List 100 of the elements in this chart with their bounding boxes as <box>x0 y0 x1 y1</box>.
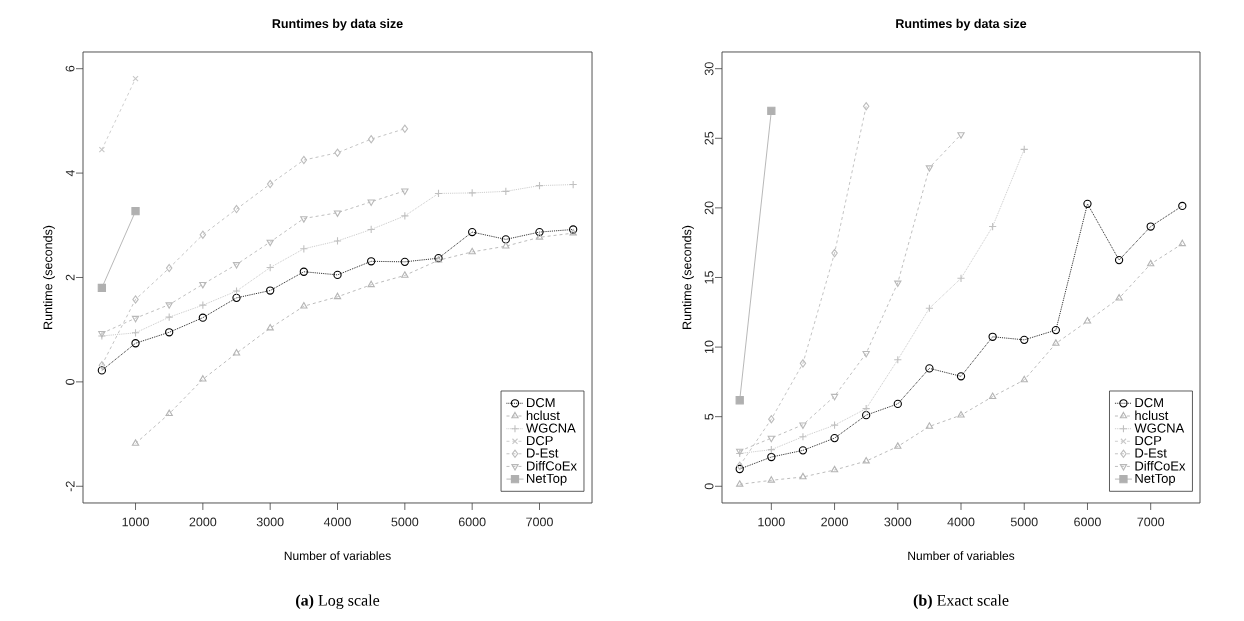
point <box>767 435 775 443</box>
y-tick-label: -2 <box>65 481 75 492</box>
text: (b) Exact scale <box>913 594 1009 610</box>
point <box>956 372 966 381</box>
point <box>894 280 902 288</box>
point <box>925 422 934 429</box>
point <box>862 351 870 358</box>
point <box>831 248 838 258</box>
point <box>367 135 375 144</box>
point <box>367 257 376 266</box>
point <box>232 286 241 296</box>
point <box>165 302 173 309</box>
point <box>1083 199 1092 208</box>
point <box>830 393 839 401</box>
point <box>1115 294 1123 301</box>
point <box>736 461 743 470</box>
point <box>199 281 207 289</box>
point <box>300 155 308 165</box>
point <box>333 292 342 300</box>
point <box>767 476 775 483</box>
point <box>767 106 776 116</box>
point <box>957 132 965 139</box>
point <box>401 124 409 133</box>
point <box>1114 255 1124 265</box>
legend-label: DCP <box>527 436 553 446</box>
point <box>266 286 275 295</box>
point <box>233 204 240 214</box>
point <box>333 210 342 217</box>
point <box>925 364 934 373</box>
point <box>735 396 744 405</box>
point <box>799 359 807 368</box>
point <box>165 409 173 417</box>
point <box>798 446 808 455</box>
point <box>956 274 966 283</box>
y-tick-label: 20 <box>704 201 714 215</box>
point <box>502 242 510 249</box>
y-tick-label: 30 <box>704 62 714 76</box>
x-tick-label: 6000 <box>458 517 486 527</box>
point <box>232 349 241 356</box>
point <box>468 227 477 237</box>
y-tick-label: 15 <box>704 271 714 284</box>
legend-label: D-Est <box>527 448 559 458</box>
point <box>97 366 107 375</box>
point <box>300 216 308 223</box>
point <box>1051 325 1060 335</box>
point <box>131 207 140 216</box>
y-tick-label: 25 <box>704 131 714 145</box>
point <box>400 257 409 266</box>
legend-label: WGCNA <box>526 423 576 433</box>
point <box>535 233 544 240</box>
point <box>468 188 477 198</box>
x-tick-label: 4000 <box>947 517 975 527</box>
chart-title: Runtimes by data size <box>896 18 1027 31</box>
point <box>957 411 965 418</box>
point <box>266 179 274 189</box>
y-tick-label: 0 <box>65 378 75 385</box>
point <box>333 270 342 280</box>
point <box>367 199 375 206</box>
point <box>830 465 839 473</box>
point <box>925 165 934 172</box>
y-tick-label: 4 <box>65 169 75 177</box>
point <box>1178 239 1186 247</box>
point <box>165 263 173 273</box>
point <box>198 301 207 310</box>
x-axis-title: Number of variables <box>284 551 391 561</box>
point <box>334 148 341 157</box>
point <box>799 472 807 480</box>
point <box>266 239 274 247</box>
point <box>1146 222 1155 231</box>
legend-label: DiffCoEx <box>527 460 577 471</box>
legend-label: DCP <box>1135 436 1162 446</box>
x-tick-label: 2000 <box>189 517 217 527</box>
point <box>1147 259 1155 267</box>
x-tick-label: 7000 <box>526 517 553 527</box>
point <box>198 313 207 322</box>
point <box>862 102 870 111</box>
point <box>468 247 476 255</box>
point <box>199 230 207 239</box>
point <box>131 439 140 446</box>
y-axis-title: Runtime (seconds) <box>682 225 694 329</box>
chart-title: Runtimes by data size <box>272 18 403 31</box>
point <box>798 432 808 441</box>
point <box>401 188 409 195</box>
point <box>893 399 902 409</box>
point <box>98 361 106 370</box>
point <box>1083 317 1092 324</box>
point <box>767 452 776 462</box>
y-tick-label: 2 <box>65 274 75 281</box>
point <box>535 227 544 237</box>
point <box>1178 201 1187 211</box>
point <box>1020 335 1029 344</box>
legend-label: DCM <box>1135 397 1163 408</box>
x-tick-label: 1000 <box>122 517 149 527</box>
legend-label: hclust <box>526 410 560 421</box>
point <box>232 262 241 269</box>
point <box>131 315 140 323</box>
point <box>132 75 139 82</box>
x-tick-label: 3000 <box>256 517 284 527</box>
point <box>333 236 342 246</box>
point <box>98 146 105 153</box>
